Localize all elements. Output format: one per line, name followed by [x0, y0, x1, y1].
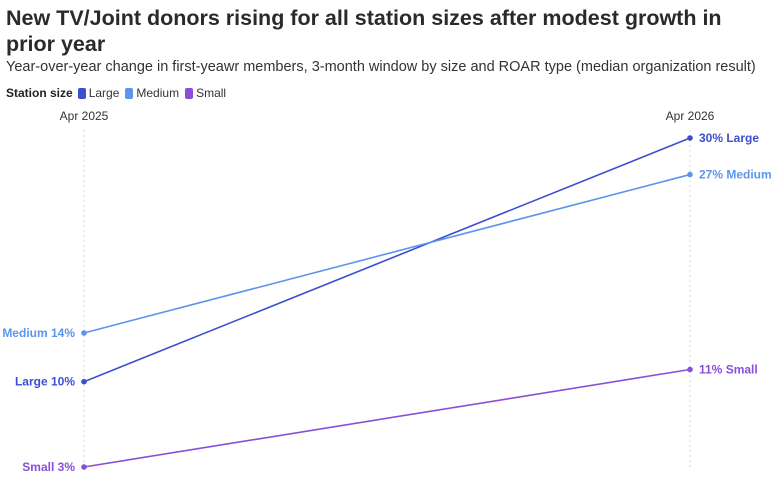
x-tick-label-end: Apr 2026 [666, 109, 715, 123]
point-large-start[interactable] [81, 378, 87, 385]
point-small-end[interactable] [687, 366, 693, 373]
chart-subtitle: Year-over-year change in first-yeawr mem… [6, 59, 756, 75]
legend-label-medium: Medium [136, 86, 180, 100]
series-line-medium [83, 173, 691, 334]
label-medium-end: 27% Medium [699, 168, 772, 182]
label-large-end: 30% Large [699, 131, 759, 145]
label-large-start: Large 10% [15, 375, 75, 389]
label-medium-start: Medium 14% [2, 326, 75, 340]
point-small-start[interactable] [81, 464, 87, 470]
series-line-large [83, 137, 691, 383]
x-tick-label-start: Apr 2025 [60, 109, 109, 123]
label-small-start: Small 3% [22, 460, 75, 474]
point-medium-end[interactable] [687, 171, 693, 178]
legend: Station size Large Medium Small [6, 86, 232, 100]
legend-item-large[interactable]: Large [77, 86, 120, 100]
legend-title: Station size [6, 86, 73, 100]
legend-swatch-small [185, 87, 194, 99]
legend-item-medium[interactable]: Medium [125, 86, 179, 100]
point-large-end[interactable] [687, 135, 693, 141]
point-medium-start[interactable] [81, 330, 87, 336]
legend-label-small: Small [196, 86, 227, 100]
legend-label-large: Large [88, 86, 120, 100]
label-small-end: 11% Small [699, 363, 758, 377]
legend-swatch-large [77, 87, 86, 99]
series-line-small [83, 368, 691, 468]
chart-title: New TV/Joint donors rising for all stati… [6, 6, 722, 56]
legend-swatch-medium [125, 87, 134, 99]
legend-item-small[interactable]: Small [185, 86, 226, 100]
